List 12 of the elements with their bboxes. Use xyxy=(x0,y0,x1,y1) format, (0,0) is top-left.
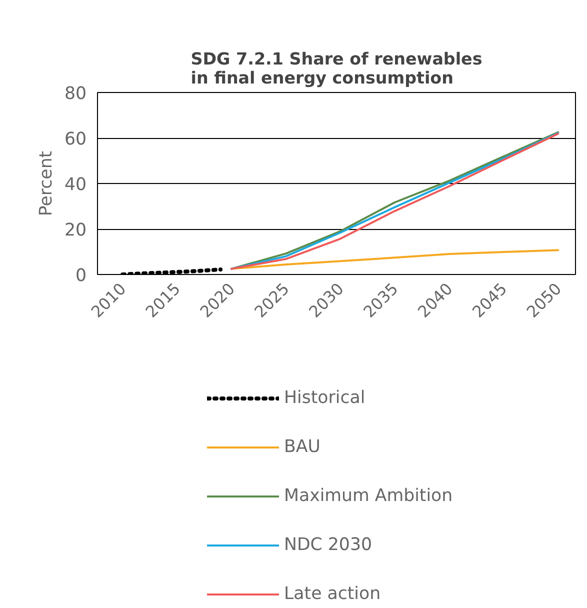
y-axis-title: Percent xyxy=(36,150,56,216)
legend-label: NDC 2030 xyxy=(284,535,372,555)
y-tick-label: 60 xyxy=(64,130,87,150)
legend-label: BAU xyxy=(284,437,320,457)
y-tick-label: 40 xyxy=(64,175,87,195)
chart-title: SDG 7.2.1 Share of renewables in final energy consumption xyxy=(190,50,482,88)
y-tick-label: 0 xyxy=(75,266,87,286)
legend-label: Late action xyxy=(284,584,381,604)
legend-label: Historical xyxy=(284,388,366,408)
y-tick-label: 20 xyxy=(64,220,87,240)
legend-label: Maximum Ambition xyxy=(284,486,453,506)
y-tick-label: 80 xyxy=(64,84,87,104)
